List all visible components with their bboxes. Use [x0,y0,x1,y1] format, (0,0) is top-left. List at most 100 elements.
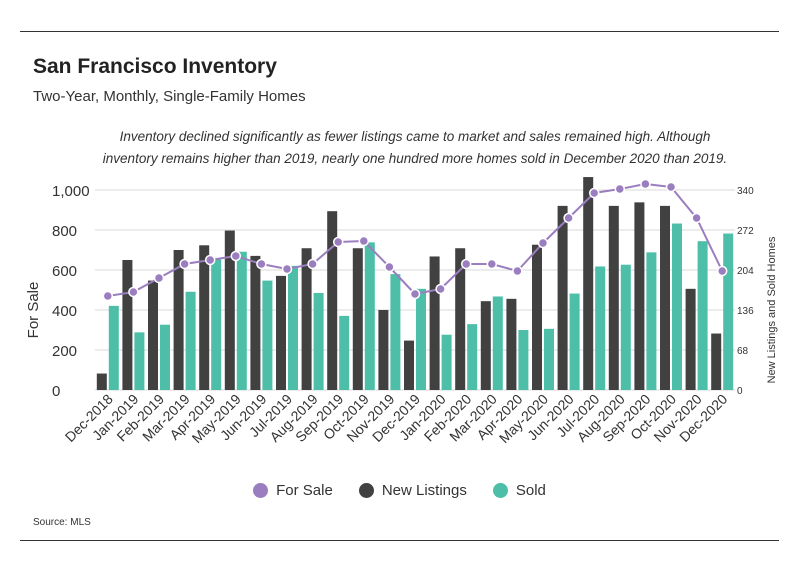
annotation-line-2: inventory remains higher than 2019, near… [102,151,728,166]
bar-new-listings [455,248,466,390]
legend-swatch-new-listings [358,483,374,498]
bar-sold [723,233,734,390]
point-for-sale [179,258,190,270]
bar-sold [108,305,119,390]
legend-swatch-sold [492,483,508,498]
point-for-sale [281,263,293,275]
bar-sold [697,241,708,390]
bar-new-listings [276,275,286,390]
bar-sold [313,292,324,390]
y-right-tick-label: 136 [737,306,754,317]
legend-item-new-listings: New Listings [358,482,467,499]
y-right-tick-label: 340 [737,186,754,197]
bar-sold [364,242,375,390]
bar-sold [544,328,554,390]
y-left-tick-label: 400 [52,303,77,320]
bar-sold [620,264,631,390]
bar-sold [262,280,273,390]
bar-new-listings [352,248,363,390]
bar-sold [390,274,401,390]
point-for-sale [358,235,370,247]
point-for-sale [512,265,523,277]
point-for-sale [153,272,165,284]
bar-new-listings [711,333,722,390]
bar-new-listings [634,202,645,390]
bar-new-listings [685,288,696,390]
point-for-sale [537,237,549,249]
y-right-tick-label: 0 [737,386,743,397]
bar-sold [569,293,580,390]
bar-new-listings [557,205,568,390]
point-for-sale [307,258,318,270]
bar-new-listings [327,211,338,390]
bar-sold [185,291,196,390]
point-for-sale [691,212,702,224]
annotation-line-1: Inventory declined significantly as fewe… [119,129,711,144]
bar-sold [288,265,298,390]
source-note: Source: MLS [33,517,91,528]
y-right-tick-label: 204 [737,266,754,277]
point-for-sale [460,258,472,270]
bottom-rule [20,540,779,541]
point-for-sale [409,288,421,300]
bar-new-listings [301,248,312,390]
bar-new-listings [122,260,133,390]
y-left-tick-label: 0 [52,383,60,400]
point-for-sale [332,236,344,248]
point-for-sale [128,286,139,298]
bar-new-listings [583,177,594,390]
point-for-sale [563,212,574,224]
bar-new-listings [608,205,619,390]
chart-legend: For Sale New Listings Sold [0,482,799,499]
bar-new-listings [660,205,670,390]
bar-sold [595,266,606,390]
point-for-sale [384,261,395,273]
bar-new-listings [532,244,542,390]
point-for-sale [588,187,600,199]
y-right-tick-label: 68 [737,346,749,357]
point-for-sale [716,265,728,277]
point-for-sale [614,183,626,195]
legend-label-for-sale: For Sale [276,482,333,499]
bar-sold [416,288,426,390]
bar-sold [518,330,529,390]
bar-sold [236,251,247,390]
y-right-tick-label: 272 [737,226,754,237]
legend-label-sold: Sold [515,482,546,499]
bar-sold [492,296,503,390]
chart-subtitle: Two-Year, Monthly, Single-Family Homes [33,88,306,105]
legend-item-sold: Sold [492,482,546,499]
bar-sold [134,332,145,390]
bar-new-listings [199,245,210,390]
y-right-axis-label: New Listings and Sold Homes [766,236,778,383]
bar-new-listings [404,340,414,390]
point-for-sale [435,283,446,295]
bar-new-listings [148,280,158,390]
point-for-sale [486,258,498,270]
point-for-sale [640,178,651,190]
bar-sold [339,315,350,390]
bar-new-listings [96,373,107,390]
bar-sold [646,252,657,390]
legend-swatch-for-sale [253,483,269,498]
y-left-axis-label: For Sale [25,282,42,339]
bar-sold [211,259,222,390]
y-left-tick-label: 200 [52,343,77,360]
point-for-sale [204,254,216,266]
y-left-tick-label: 600 [52,263,77,280]
bar-sold [467,324,478,390]
legend-item-for-sale: For Sale [253,482,333,499]
point-for-sale [256,258,267,270]
point-for-sale [230,250,242,262]
point-for-sale [102,290,114,302]
bar-new-listings [429,256,440,390]
y-left-tick-label: 800 [52,223,77,240]
bar-new-listings [250,255,261,390]
y-left-tick-label: 1,000 [52,183,90,200]
bar-new-listings [173,250,184,390]
point-for-sale [665,181,677,193]
bar-sold [160,324,170,390]
bar-new-listings [378,310,389,390]
bar-new-listings [506,298,517,390]
